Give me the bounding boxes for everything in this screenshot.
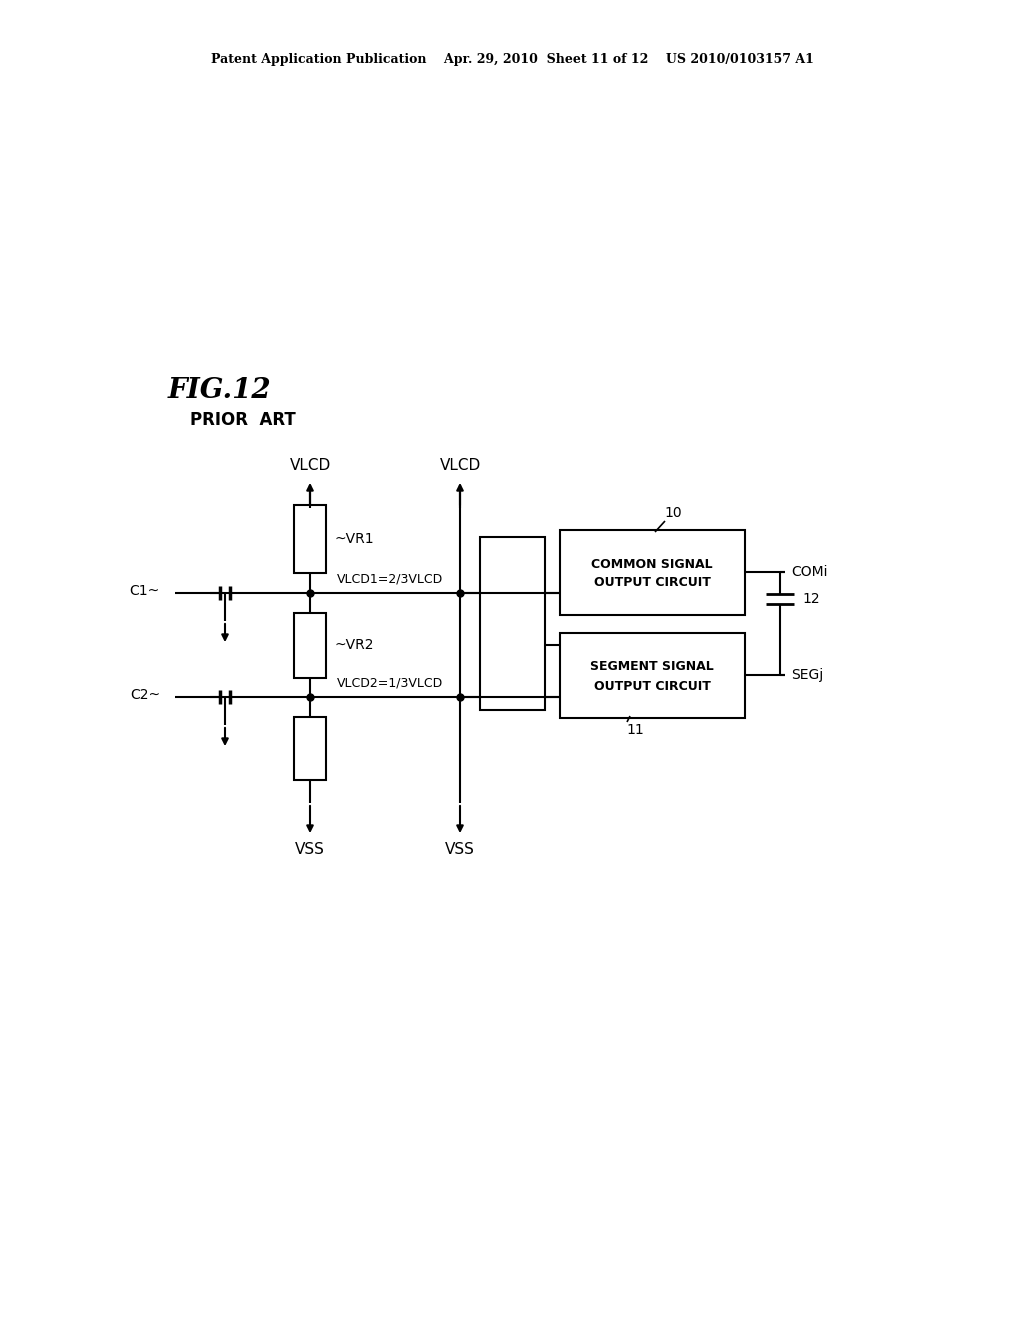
Text: C1~: C1~ — [130, 583, 160, 598]
Text: VSS: VSS — [295, 842, 325, 858]
Text: 10: 10 — [665, 506, 682, 520]
Text: COMMON SIGNAL: COMMON SIGNAL — [591, 557, 713, 570]
Bar — [560, 531, 745, 615]
Text: VLCD1=2/3VLCD: VLCD1=2/3VLCD — [337, 573, 443, 586]
Text: SEGj: SEGj — [791, 668, 823, 682]
Text: C2~: C2~ — [130, 688, 160, 702]
Bar — [294, 506, 326, 573]
Text: VLCD: VLCD — [439, 458, 480, 474]
Text: FIG.12: FIG.12 — [168, 376, 271, 404]
Bar — [480, 537, 545, 710]
Text: ~VR2: ~VR2 — [334, 638, 374, 652]
Bar — [294, 717, 326, 780]
Text: SEGMENT SIGNAL: SEGMENT SIGNAL — [590, 660, 714, 673]
Text: 11: 11 — [626, 723, 644, 737]
Text: ~VR1: ~VR1 — [334, 532, 374, 546]
Text: OUTPUT CIRCUIT: OUTPUT CIRCUIT — [594, 680, 711, 693]
Bar — [294, 612, 326, 678]
Text: COMi: COMi — [791, 565, 827, 579]
Text: VSS: VSS — [445, 842, 475, 858]
Bar — [560, 634, 745, 718]
Text: 12: 12 — [802, 591, 819, 606]
Text: Patent Application Publication    Apr. 29, 2010  Sheet 11 of 12    US 2010/01031: Patent Application Publication Apr. 29, … — [211, 54, 813, 66]
Text: PRIOR  ART: PRIOR ART — [190, 411, 296, 429]
Text: VLCD: VLCD — [290, 458, 331, 474]
Text: OUTPUT CIRCUIT: OUTPUT CIRCUIT — [594, 577, 711, 590]
Text: VLCD2=1/3VLCD: VLCD2=1/3VLCD — [337, 676, 443, 689]
